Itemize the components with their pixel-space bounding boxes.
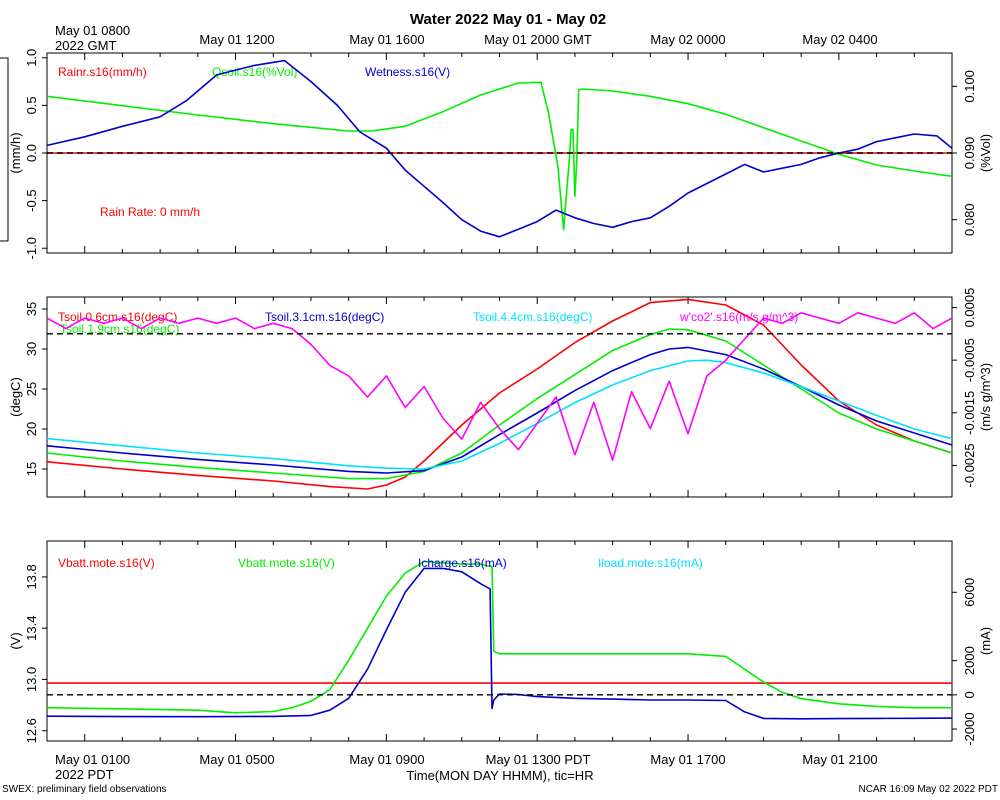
top-tick-label: May 01 1200 [199,32,274,47]
right-y-axis-label: (mA) [978,627,993,655]
right-y-tick-label: 0.080 [962,203,977,236]
left-y-tick-label: 35 [24,302,39,316]
top-tick-label: May 01 2000 GMT [484,32,592,47]
bottom-axis-start-line2: 2022 PDT [55,767,114,782]
right-y-tick-label: 0.090 [962,137,977,170]
left-y-axis-label: (mm/h) [8,132,23,173]
series-line [46,298,953,490]
bottom-tick-label: May 01 1300 PDT [486,752,591,767]
series-line [46,81,953,231]
left-y-tick-label: 13.0 [24,667,39,692]
left-y-tick-label: 25 [24,382,39,396]
panel-water: 1.0 0.5 0.0 -0.5 -1.0 (mm/h) 0.100 0.090 0.080 (%… [8,49,993,260]
right-y-axis-label: (m/s g/m^3) [978,363,993,431]
right-y-tick-label: 6000 [962,578,977,607]
right-y-tick-label: 2000 [962,646,977,675]
series-line [46,328,953,480]
left-y-tick-label: 15 [24,462,39,476]
plot-frame [46,540,953,742]
series-line [46,311,953,462]
legend-entry: Tsoil.1.9cm.s16(degC) [60,322,179,336]
left-y-tick-label: 12.6 [24,718,39,743]
series-line [46,59,953,238]
legend-entry: Iload.mote.s16(mA) [598,556,703,570]
legend-entry: Rainr.s16(mm/h) [58,65,147,79]
left-y-tick-label: -1.0 [24,237,39,259]
left-y-tick-label: 0.5 [24,96,39,114]
left-y-tick-label: 0.0 [24,144,39,162]
panel-battery: 13.8 13.4 13.0 12.6 (V) 6000 2000 0 -2000 (mA) Vba… [8,540,993,746]
left-y-tick-label: 20 [24,422,39,436]
plot-frame [46,296,953,498]
legend-entry: Vbatt.mote.s16(V) [238,556,335,570]
series-line [46,359,953,470]
x-axis-label: Time(MON DAY HHMM), tic=HR [406,768,593,783]
series-line [46,560,952,714]
left-y-tick-label: -0.5 [24,189,39,211]
side-bracket [0,57,9,242]
bottom-tick-label: May 01 1700 [650,752,725,767]
right-y-tick-label: -0.0025 [962,443,977,487]
legend-entry: w'co2'.s16(m/s g/m^3) [679,310,798,324]
top-tick-label: May 02 0400 [802,32,877,47]
left-y-tick-label: 1.0 [24,49,39,67]
bottom-tick-label: May 01 0500 [199,752,274,767]
right-y-tick-label: 0.100 [962,70,977,103]
top-axis-start-line1: May 01 0800 [55,23,130,38]
legend-entry: Icharge.s16(mA) [418,556,507,570]
footer-left: SWEX: preliminary field observations [2,784,167,795]
right-y-tick-label: -0.0005 [962,338,977,382]
legend-entry: Qsoil.s16(%Vol) [212,65,297,79]
right-y-tick-label: 0.0005 [962,288,977,328]
right-y-axis-label: (%Vol) [978,134,993,172]
left-y-axis-label: (V) [8,632,23,649]
bottom-tick-label: May 01 0900 [349,752,424,767]
top-axis-start-line2: 2022 GMT [55,38,116,53]
rain-rate-annotation: Rain Rate: 0 mm/h [100,205,200,219]
legend-entry: Vbatt.mote.s16(V) [58,556,155,570]
left-y-tick-label: 30 [24,342,39,356]
left-y-axis-label: (degC) [8,377,23,417]
chart-title: Water 2022 May 01 - May 02 [410,11,606,28]
series-line [46,346,953,474]
footer-right: NCAR 16:09 May 02 2022 PDT [858,784,998,795]
top-tick-label: May 01 1600 [349,32,424,47]
left-y-tick-label: 13.4 [24,616,39,641]
right-y-tick-label: -0.0015 [962,391,977,435]
legend-entry: Tsoil.3.1cm.s16(degC) [265,310,384,324]
legend-entry: Wetness.s16(V) [365,65,450,79]
series-line [46,567,953,720]
right-y-tick-label: -2000 [962,712,977,745]
bottom-tick-label: May 01 2100 [802,752,877,767]
left-y-tick-label: 13.8 [24,564,39,589]
right-y-tick-label: 0 [962,691,977,698]
bottom-axis-start-line1: May 01 0100 [55,752,130,767]
panel-soil-temperature: 35 30 25 20 15 (degC) 0.0005 -0.0005 -0.0015 -0.0… [8,288,993,498]
legend-entry: Tsoil.0.6cm.s16(degC) [58,310,177,324]
legend-entry: Tsoil.4.4cm.s16(degC) [473,310,592,324]
top-tick-label: May 02 0000 [650,32,725,47]
